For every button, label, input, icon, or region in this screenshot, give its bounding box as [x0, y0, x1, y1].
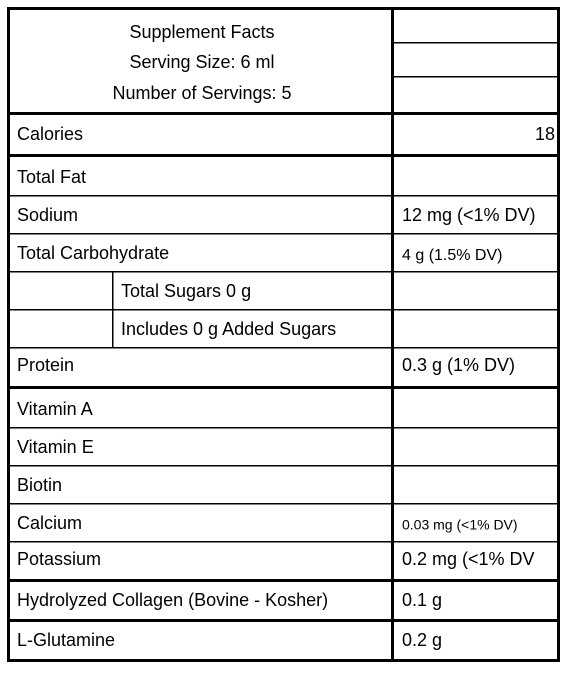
rule [7, 7, 10, 662]
row-label: Includes 0 g Added Sugars [121, 319, 336, 339]
rule [8, 271, 558, 273]
row-value: 0.03 mg (<1% DV) [402, 517, 518, 533]
rule [7, 154, 560, 157]
row-value: 0.2 g [402, 630, 442, 650]
row-value: 0.3 g (1% DV) [402, 355, 515, 375]
rule [8, 233, 558, 235]
row-value: 0.2 mg (<1% DV [402, 549, 535, 569]
row-label: Potassium [17, 549, 101, 569]
row-label: Protein [17, 355, 74, 375]
rule [393, 42, 558, 44]
row-label: L-Glutamine [17, 630, 115, 650]
row-value: 0.1 g [402, 590, 442, 610]
thin-lines [8, 42, 558, 543]
rule [7, 619, 560, 622]
header-line: Number of Servings: 5 [112, 83, 291, 103]
row-label: Vitamin E [17, 437, 94, 457]
row-value: 4 g (1.5% DV) [402, 247, 502, 264]
rule [8, 195, 558, 197]
row-value: 12 mg (<1% DV) [402, 205, 536, 225]
row-label: Calories [17, 124, 83, 144]
rule [8, 541, 558, 543]
row-label: Total Fat [17, 167, 86, 187]
rule [393, 76, 558, 78]
rule [7, 659, 560, 662]
rule [8, 347, 558, 349]
rule [7, 112, 560, 115]
header-line: Serving Size: 6 ml [129, 52, 274, 72]
thick-lines [7, 7, 560, 662]
rule [8, 503, 558, 505]
row-label: Total Carbohydrate [17, 243, 169, 263]
rule [7, 386, 560, 389]
rule [391, 7, 394, 662]
rule [8, 427, 558, 429]
rule [557, 7, 560, 662]
row-label: Sodium [17, 205, 78, 225]
row-label: Total Sugars 0 g [121, 281, 251, 301]
rule [112, 271, 114, 348]
rule [7, 7, 560, 10]
rule [7, 579, 560, 582]
row-label: Hydrolyzed Collagen (Bovine - Kosher) [17, 590, 328, 610]
row-label: Calcium [17, 513, 82, 533]
row-label: Biotin [17, 475, 62, 495]
row-label: Vitamin A [17, 399, 93, 419]
rule [8, 465, 558, 467]
header-line: Supplement Facts [129, 22, 274, 42]
row-value: 18 [535, 124, 555, 144]
rule [8, 309, 558, 311]
